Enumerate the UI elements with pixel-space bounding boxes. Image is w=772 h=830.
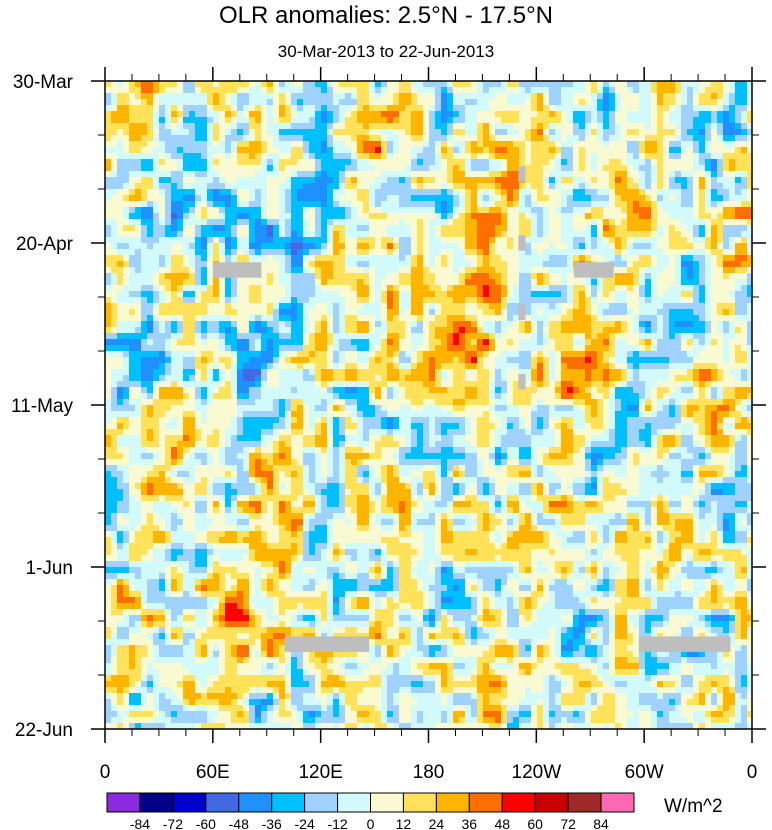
missing-data-box: [638, 636, 731, 652]
x-tick-label: 180: [413, 762, 445, 783]
x-tick-label: 0: [100, 762, 111, 783]
colorbar-swatch: [271, 792, 306, 813]
colorbar-swatch: [172, 792, 207, 813]
colorbar-label: 12: [396, 816, 412, 830]
colorbar-label: -12: [327, 816, 347, 830]
colorbar-swatch: [435, 792, 470, 813]
colorbar-label: 84: [593, 816, 609, 830]
colorbar-label: -72: [163, 816, 183, 830]
colorbar-label: -84: [130, 816, 150, 830]
colorbar-swatch: [106, 792, 141, 813]
colorbar-swatch: [402, 792, 437, 813]
colorbar-label: 60: [527, 816, 543, 830]
colorbar-swatch: [238, 792, 273, 813]
y-tick-label: 30-Mar: [13, 72, 74, 93]
colorbar-label: 72: [560, 816, 576, 830]
y-axis: 30-Mar 20-Apr 11-May 1-Jun 22-Jun: [11, 72, 766, 741]
colorbar-swatch: [304, 792, 339, 813]
x-axis: 0 60E 120E 180 120W 60W 0: [100, 67, 758, 783]
x-tick-label: 120W: [512, 762, 562, 783]
colorbar-swatch: [370, 792, 404, 813]
colorbar-label: 36: [462, 816, 478, 830]
x-tick-label: 60E: [196, 762, 230, 783]
missing-data-box: [518, 304, 526, 321]
chart-title: OLR anomalies: 2.5°N - 17.5°N: [218, 2, 553, 29]
missing-data-box: [574, 262, 614, 278]
anomaly-field: [105, 81, 753, 730]
missing-data-box: [284, 636, 370, 652]
colorbar-units: W/m^2: [664, 796, 723, 817]
colorbar-swatch: [468, 792, 503, 813]
colorbar-swatch: [337, 792, 371, 813]
missing-data-box: [518, 235, 526, 251]
y-tick-label: 20-Apr: [16, 234, 74, 255]
colorbar-swatch: [139, 792, 174, 813]
missing-data-layer: [212, 165, 731, 652]
colorbar-label: 24: [429, 816, 445, 830]
colorbar-swatch: [501, 792, 536, 813]
colorbar-label: -60: [196, 816, 216, 830]
missing-data-box: [212, 262, 262, 278]
colorbar: -84 -72 -60 -48 -36 -24 -12 0 12 24 36 48 60 72 84: [106, 792, 635, 830]
x-tick-label: 120E: [298, 762, 342, 783]
chart-subtitle: 30-Mar-2013 to 22-Jun-2013: [277, 42, 495, 61]
y-tick-label: 1-Jun: [25, 558, 73, 579]
colorbar-swatch: [567, 792, 602, 813]
colorbar-label: 48: [494, 816, 510, 830]
x-tick-label: 60W: [625, 762, 664, 783]
colorbar-label: 0: [367, 816, 375, 830]
missing-data-box: [518, 374, 526, 390]
x-tick-label: 0: [747, 762, 758, 783]
missing-data-box: [518, 165, 526, 182]
colorbar-swatch: [600, 792, 635, 813]
colorbar-swatch: [205, 792, 240, 813]
colorbar-swatch: [534, 792, 569, 813]
y-tick-label: 11-May: [11, 396, 73, 417]
y-tick-label: 22-Jun: [15, 720, 73, 741]
colorbar-label: -36: [262, 816, 282, 830]
colorbar-label: -24: [295, 816, 315, 830]
colorbar-label: -48: [229, 816, 249, 830]
